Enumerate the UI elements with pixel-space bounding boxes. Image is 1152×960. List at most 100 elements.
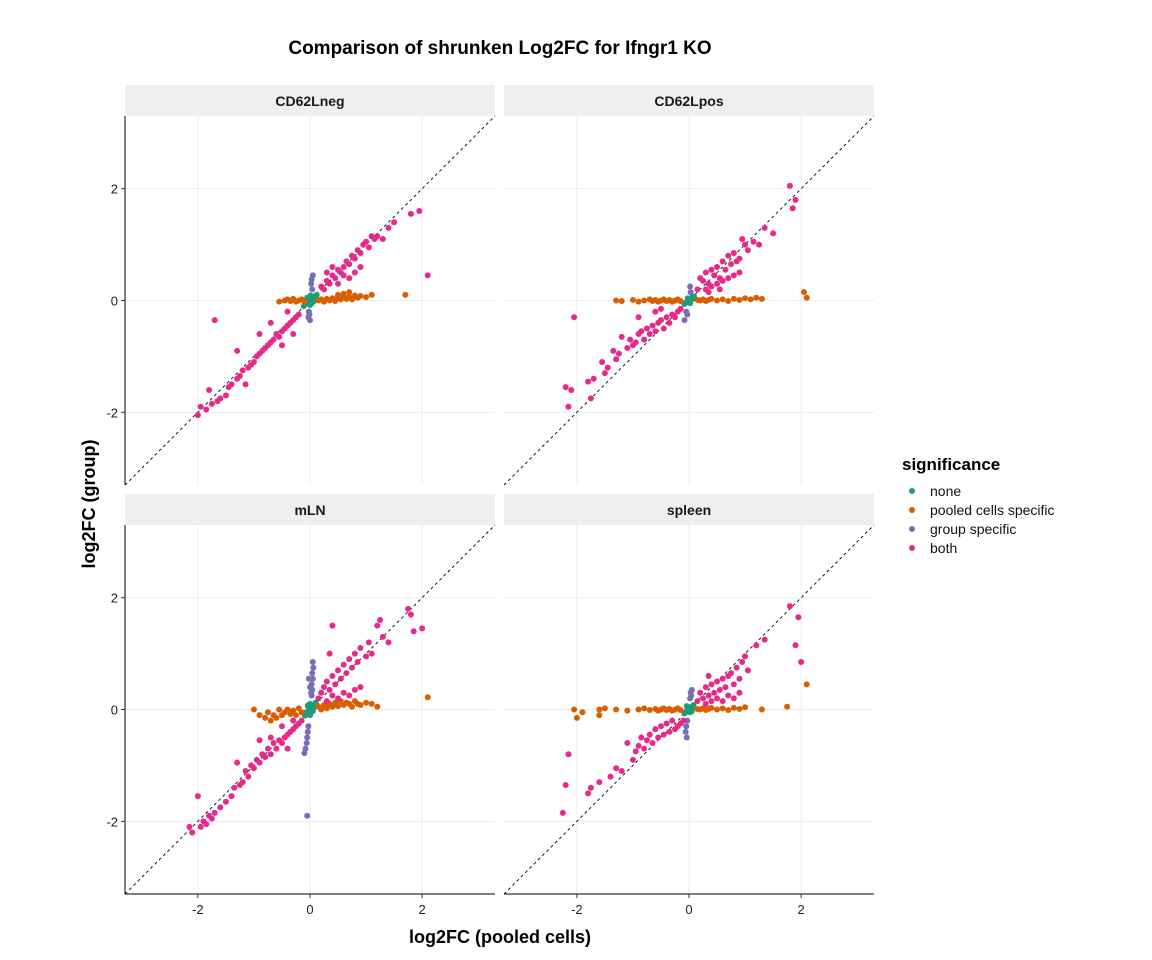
data-point (329, 263, 336, 270)
data-point (714, 280, 721, 287)
data-point (629, 756, 636, 763)
data-point (643, 737, 650, 744)
data-point (635, 298, 642, 305)
data-point (276, 298, 283, 305)
data-point (573, 714, 580, 721)
data-point (562, 384, 569, 391)
data-point (683, 723, 690, 730)
data-point (318, 706, 325, 713)
data-point (756, 241, 763, 248)
data-point (290, 707, 297, 714)
data-point (641, 745, 648, 752)
data-point (652, 726, 659, 733)
series-group-specific (305, 272, 316, 324)
data-point (351, 269, 358, 276)
data-point (284, 745, 291, 752)
x-axis-title: log2FC (pooled cells) (409, 927, 591, 947)
data-point (326, 650, 333, 657)
data-point (649, 322, 656, 329)
legend-label-group-specific: group specific (930, 521, 1016, 537)
data-point (284, 308, 291, 315)
data-point (228, 381, 235, 388)
data-point (565, 403, 572, 410)
data-point (405, 605, 412, 612)
data-point (613, 765, 620, 772)
data-point (758, 706, 765, 713)
data-point (652, 308, 659, 315)
data-point (242, 768, 249, 774)
legend-title: significance (902, 455, 1000, 474)
data-point (256, 712, 263, 719)
data-point (186, 823, 193, 830)
legend-label-both: both (930, 540, 957, 556)
facet-strip (125, 494, 495, 525)
data-point (730, 695, 737, 702)
data-point (657, 305, 664, 312)
data-point (351, 686, 358, 693)
data-point (728, 261, 735, 268)
series-both (559, 603, 805, 816)
data-point (256, 331, 263, 338)
x-tick-label: 2 (419, 902, 426, 917)
data-point (340, 689, 347, 696)
data-point (725, 707, 732, 714)
data-point (236, 372, 243, 379)
data-point (368, 700, 375, 707)
data-point (632, 748, 639, 755)
data-point (315, 695, 322, 702)
data-point (708, 266, 715, 273)
data-point (308, 276, 315, 283)
data-point (346, 692, 353, 699)
data-point (803, 294, 810, 301)
series-group-specific (682, 686, 695, 741)
data-point (290, 717, 297, 724)
data-point (363, 653, 370, 660)
data-point (349, 664, 356, 671)
data-point (624, 345, 631, 352)
data-point (363, 294, 370, 301)
data-point (719, 277, 726, 284)
data-point (716, 286, 723, 293)
data-point (753, 294, 760, 301)
data-point (719, 675, 726, 682)
data-point (562, 781, 569, 788)
data-point (407, 611, 414, 618)
data-point (250, 765, 257, 772)
data-point (613, 706, 620, 713)
data-point (329, 692, 336, 699)
data-point (747, 296, 754, 303)
x-tick-label: 0 (306, 902, 313, 917)
data-point (340, 290, 347, 297)
data-point (615, 350, 622, 357)
data-point (335, 695, 342, 702)
facet-strip-label: CD62Lpos (654, 93, 723, 109)
data-point (340, 272, 347, 279)
data-point (276, 706, 283, 713)
data-point (657, 723, 664, 730)
data-point (742, 295, 749, 302)
data-point (587, 784, 594, 791)
data-point (337, 675, 344, 682)
data-point (301, 750, 308, 757)
legend-label-none: none (930, 483, 961, 499)
data-point (722, 684, 729, 691)
legend-item-group-specific: group specific (909, 521, 1016, 537)
data-point (635, 706, 642, 713)
data-point (363, 238, 370, 245)
data-point (739, 658, 746, 665)
data-point (335, 703, 342, 710)
data-point (579, 709, 586, 716)
data-point (736, 296, 743, 303)
legend: significance none pooled cells specific … (902, 455, 1055, 556)
data-point (273, 714, 280, 721)
data-point (278, 723, 285, 730)
data-point (304, 812, 311, 819)
data-point (571, 314, 578, 321)
data-point (368, 291, 375, 298)
data-point (374, 233, 381, 240)
data-point (208, 400, 215, 407)
facet-strip-label: mLN (294, 502, 325, 518)
data-point (730, 681, 737, 688)
facet-spleen: spleen -2 0 2 (503, 494, 875, 917)
data-point (690, 702, 697, 709)
